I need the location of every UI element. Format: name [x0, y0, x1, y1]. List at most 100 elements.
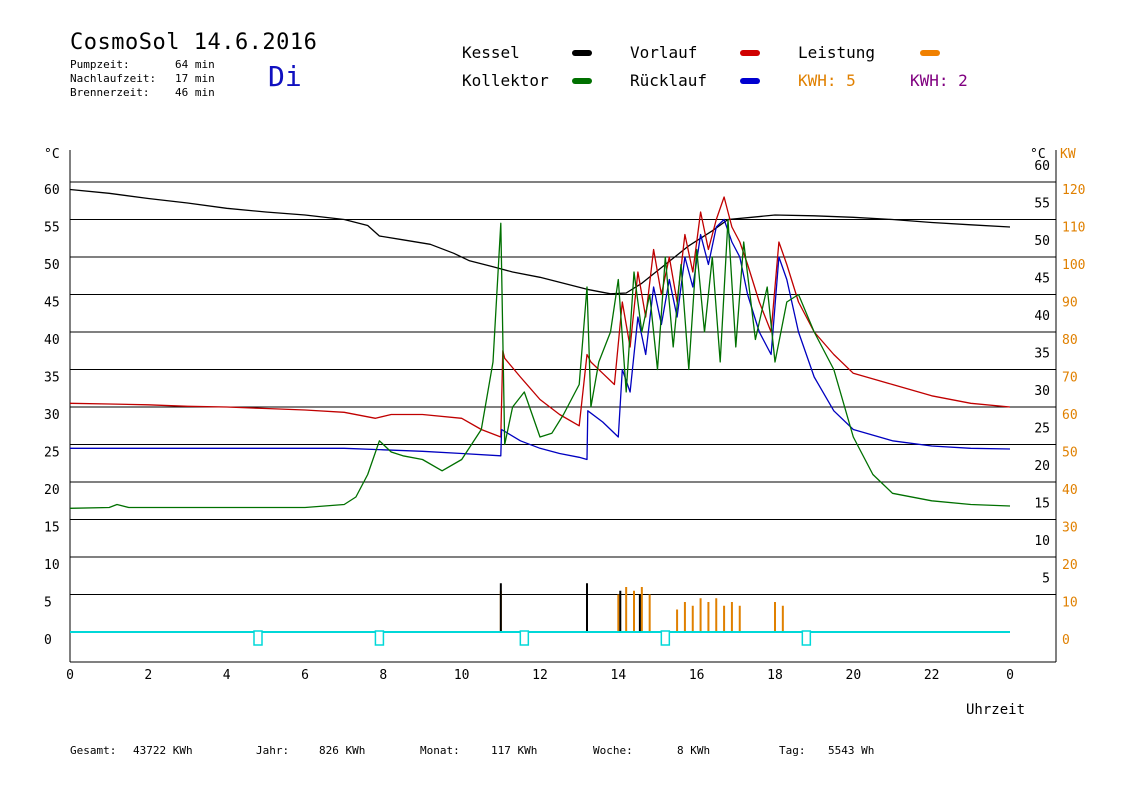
footer-label: Monat: [420, 744, 460, 757]
x-tick: 22 [924, 668, 940, 683]
x-tick: 8 [379, 668, 387, 683]
y-tick-left: 50 [44, 258, 60, 273]
x-tick: 0 [66, 668, 74, 683]
power-bars [499, 583, 784, 632]
y-axis-right-unit: °C [1030, 147, 1046, 162]
y-tick-left: 60 [44, 183, 60, 198]
footer-label: Gesamt: [70, 744, 117, 757]
y-tick-left: 25 [44, 446, 60, 461]
footer-monat: Monat: 117 KWh [420, 744, 537, 757]
x-tick: 18 [767, 668, 783, 683]
legend-kwh2: KWH: 2 [910, 71, 968, 90]
pump-marker [253, 630, 263, 646]
y-tick-left: 20 [44, 483, 60, 498]
footer-tag: Tag: 5543 Wh [779, 744, 874, 757]
y-tick-right: 20 [1034, 459, 1050, 474]
y-tick-kw: 20 [1062, 558, 1078, 573]
footer-value: 826 KWh [319, 744, 366, 757]
y-tick-right: 5 [1042, 572, 1050, 587]
legend-ruecklauf-label: Rücklauf [630, 71, 708, 90]
y-tick-kw: 40 [1062, 483, 1078, 498]
footer-label: Tag: [779, 744, 806, 757]
legend-vorlauf-swatch [740, 50, 760, 56]
legend-ruecklauf-swatch [740, 78, 760, 84]
x-tick: 6 [301, 668, 309, 683]
x-tick: 16 [689, 668, 705, 683]
y-tick-right: 40 [1034, 309, 1050, 324]
legend-kessel-swatch [572, 50, 592, 56]
series-line-kessel [69, 188, 1011, 295]
pump-markers [70, 630, 1010, 646]
x-tick: 2 [144, 668, 152, 683]
y-tick-left: 10 [44, 558, 60, 573]
y-tick-kw: 90 [1062, 296, 1078, 311]
footer-woche: Woche: 8 KWh [593, 744, 710, 757]
stat-pumpzeit: Pumpzeit: 64 min [70, 58, 215, 71]
pump-marker [374, 630, 385, 646]
y-tick-kw: 0 [1062, 633, 1070, 648]
footer-label: Jahr: [256, 744, 290, 757]
y-tick-right: 25 [1034, 422, 1050, 437]
stat-label: Nachlaufzeit: [70, 72, 157, 85]
y-tick-left: 0 [44, 633, 52, 648]
footer-label: Woche: [593, 744, 633, 757]
y-tick-right: 55 [1034, 197, 1050, 212]
pump-marker [660, 630, 671, 646]
y-tick-right: 50 [1034, 234, 1050, 249]
stat-value: 46 min [175, 86, 215, 99]
y-axis-left-unit: °C [44, 147, 60, 162]
stat-value: 17 min [175, 72, 215, 85]
legend-vorlauf-label: Vorlauf [630, 43, 698, 62]
grid-lines [70, 181, 1056, 595]
legend-kollektor-swatch [572, 78, 592, 84]
footer-jahr: Jahr: 826 KWh [256, 744, 365, 757]
y-tick-kw: 70 [1062, 371, 1078, 386]
y-tick-kw: 50 [1062, 446, 1078, 461]
weekday-label: Di [268, 60, 302, 93]
y-tick-kw: 10 [1062, 596, 1078, 611]
pump-marker [519, 630, 530, 646]
y-tick-left: 30 [44, 408, 60, 423]
y-tick-left: 55 [44, 221, 60, 236]
axes [69, 150, 1057, 663]
stat-value: 64 min [175, 58, 215, 71]
series-lines [69, 188, 1011, 509]
y-tick-kw: 60 [1062, 408, 1078, 423]
x-axis-label: Uhrzeit [966, 702, 1025, 718]
x-tick: 10 [454, 668, 470, 683]
y-tick-left: 45 [44, 296, 60, 311]
legend-leistung-label: Leistung [798, 43, 876, 62]
y-tick-right: 35 [1034, 347, 1050, 362]
y-tick-right: 30 [1034, 384, 1050, 399]
footer-value: 43722 KWh [133, 744, 193, 757]
y-tick-kw: 30 [1062, 521, 1078, 536]
footer-value: 117 KWh [491, 744, 538, 757]
tick-labels: 0510152025303540455055605101520253035404… [44, 159, 1085, 683]
legend-kollektor-label: Kollektor [462, 71, 549, 90]
stat-nachlaufzeit: Nachlaufzeit: 17 min [70, 72, 215, 85]
x-tick: 14 [611, 668, 627, 683]
x-tick: 4 [223, 668, 231, 683]
x-tick: 20 [846, 668, 862, 683]
y-tick-kw: 110 [1062, 221, 1085, 236]
y-tick-right: 10 [1034, 534, 1050, 549]
series-line-kollektor [69, 218, 1011, 509]
y-tick-kw: 80 [1062, 333, 1078, 348]
pump-marker [801, 630, 812, 646]
footer-value: 5543 Wh [828, 744, 875, 757]
legend-leistung-swatch [920, 50, 940, 56]
y-tick-kw: 100 [1062, 258, 1085, 273]
y-tick-left: 15 [44, 521, 60, 536]
x-tick: 0 [1006, 668, 1014, 683]
y-tick-kw: 120 [1062, 183, 1085, 198]
y-tick-right: 15 [1034, 497, 1050, 512]
y-tick-left: 35 [44, 371, 60, 386]
series-line-rcklauf [70, 218, 1011, 461]
y-tick-left: 40 [44, 333, 60, 348]
stat-brennerzeit: Brennerzeit: 46 min [70, 86, 215, 99]
x-tick: 12 [532, 668, 548, 683]
stat-label: Brennerzeit: [70, 86, 150, 99]
chart-title: CosmoSol 14.6.2016 [70, 30, 318, 55]
stat-label: Pumpzeit: [70, 58, 130, 71]
